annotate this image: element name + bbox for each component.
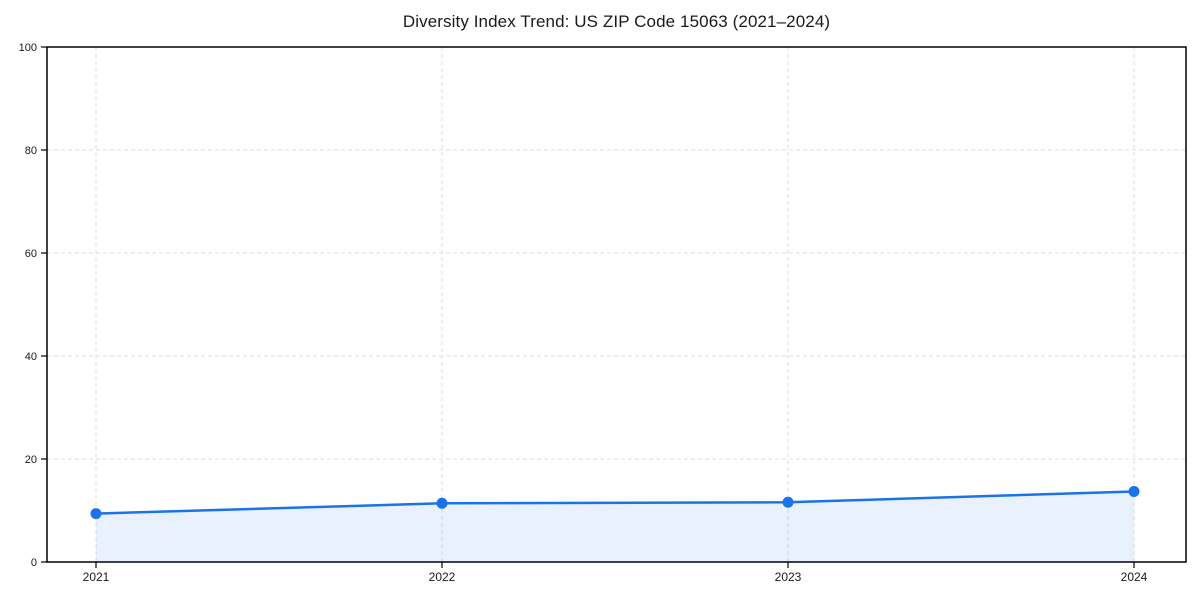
y-axis-tick-label: 0 [31, 557, 37, 569]
y-axis-tick-label: 80 [25, 145, 37, 157]
data-point-2021 [90, 508, 102, 520]
data-point-2023 [782, 496, 794, 508]
chart-title: Diversity Index Trend: US ZIP Code 15063… [402, 12, 831, 31]
data-point-2022 [436, 497, 448, 509]
data-point-2024 [1128, 485, 1140, 497]
trend-line [94, 490, 1136, 515]
x-axis-tick-label: 2024 [1121, 570, 1148, 584]
x-axis-tick-label: 2023 [775, 570, 802, 584]
y-axis-tick-label: 100 [19, 42, 37, 54]
x-axis-tick-label: 2022 [429, 570, 456, 584]
y-axis-tick-label: 60 [25, 248, 37, 260]
x-axis-tick-label: 2021 [83, 570, 110, 584]
y-axis-tick-label: 40 [25, 351, 37, 363]
area-fill [96, 491, 1134, 562]
y-axis-tick-label: 20 [25, 454, 37, 466]
plot-border [46, 46, 1187, 563]
